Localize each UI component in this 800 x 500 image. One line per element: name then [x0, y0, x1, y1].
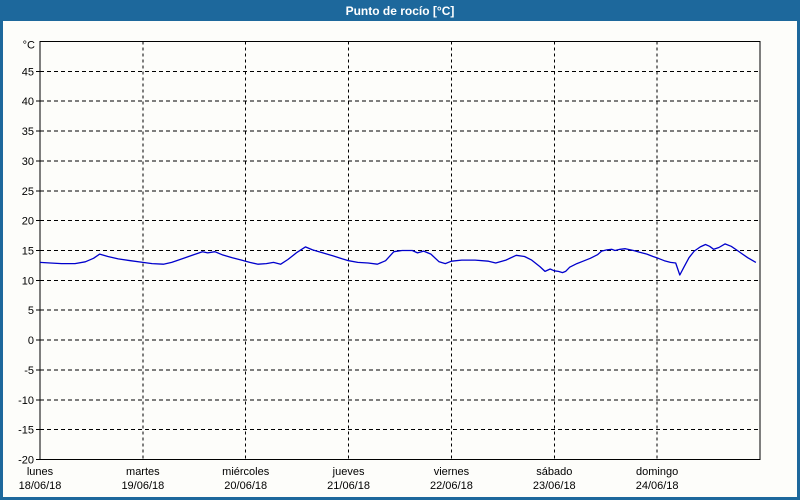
chart-area: 45 40 35 30 25 20 15 10 5 0 -5 -10 -15 -20 °C lunes 18/0… [3, 21, 797, 497]
y-tick-label: 15 [22, 246, 34, 258]
x-date-label: 24/06/18 [636, 480, 679, 492]
y-tick-label: 35 [22, 126, 34, 138]
y-tick-label: 20 [22, 216, 34, 228]
y-tick-label: -15 [18, 425, 34, 437]
y-tick-label: -10 [18, 395, 34, 407]
x-day-label: jueves [332, 466, 365, 478]
x-date-label: 20/06/18 [224, 480, 267, 492]
y-tick-label: -20 [18, 455, 34, 467]
y-tick-label: -5 [24, 365, 34, 377]
x-day-label: martes [126, 466, 160, 478]
y-tick-label: 30 [22, 156, 34, 168]
x-day-label: viernes [434, 466, 470, 478]
x-date-label: 18/06/18 [19, 480, 62, 492]
x-date-label: 23/06/18 [533, 480, 576, 492]
y-tick-label: 40 [22, 96, 34, 108]
chart-title: Punto de rocío [°C] [345, 4, 455, 18]
y-tick-label: 45 [22, 66, 34, 78]
x-date-label: 19/06/18 [121, 480, 164, 492]
x-day-label: domingo [636, 466, 678, 478]
y-tick-label: 25 [22, 186, 34, 198]
x-day-label: lunes [27, 466, 54, 478]
x-day-label: miércoles [222, 466, 270, 478]
x-date-label: 22/06/18 [430, 480, 473, 492]
x-day-label: sábado [536, 466, 572, 478]
y-tick-label: 0 [28, 335, 34, 347]
x-date-label: 21/06/18 [327, 480, 370, 492]
dewpoint-chart: 45 40 35 30 25 20 15 10 5 0 -5 -10 -15 -20 °C lunes 18/0… [18, 40, 761, 492]
y-tick-label: 10 [22, 275, 34, 287]
title-bar: Punto de rocío [°C] [3, 3, 797, 21]
y-tick-label: 5 [28, 305, 34, 317]
dewpoint-line [39, 243, 757, 276]
y-axis-unit-label: °C [23, 40, 35, 52]
